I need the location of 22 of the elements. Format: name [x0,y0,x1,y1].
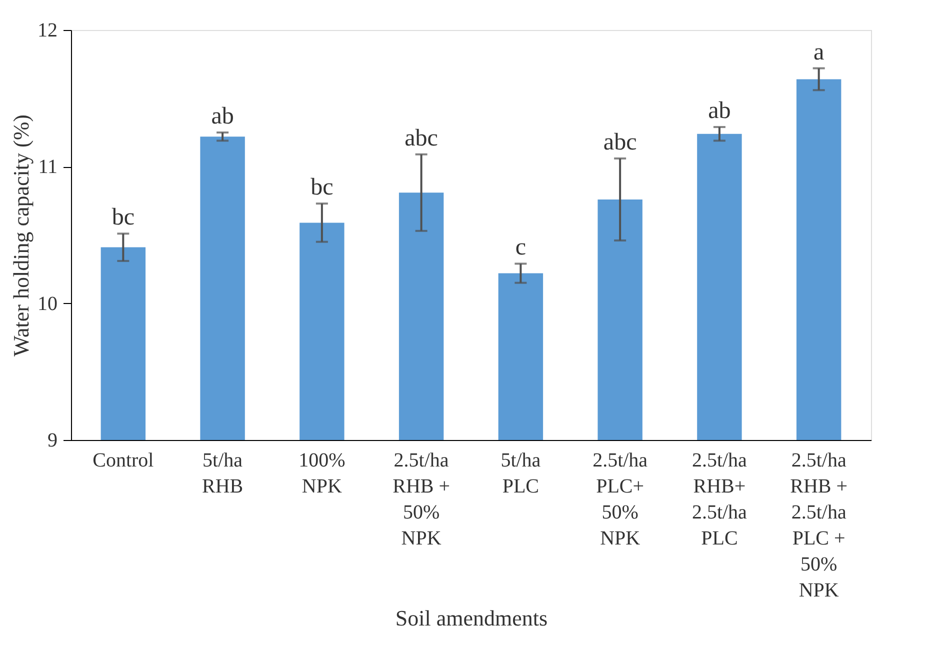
annotation: ab [708,98,731,124]
annotation: abc [603,129,637,156]
y-tick-label: 10 [38,292,58,315]
annotation: bc [310,174,334,201]
y-tick-label: 11 [38,156,58,178]
annotation: a [814,39,824,66]
annotation: bc [112,204,134,231]
x-tick-label: 2.5t/ha RHB+ 2.5t/ha PLC [692,450,748,550]
x-tick-label: 2.5t/ha RHB + 2.5t/ha PLC + 50% NPK [790,450,848,602]
annotation: c [515,234,526,261]
y-axis-title: Water holding capacity (%) [8,114,34,356]
x-tick-label: 2.5t/ha RHB + 50% NPK [392,450,450,550]
y-tick-label: 9 [48,430,58,452]
x-tick-label: 5t/ha PLC [500,450,541,498]
x-tick-label: 2.5t/ha PLC+ 50% NPK [592,450,648,550]
annotation: ab [211,104,234,130]
x-tick-label: 5t/ha RHB [202,450,244,498]
x-axis-title: Soil amendments [395,606,548,630]
y-tick-label: 12 [38,20,58,42]
x-tick-label: Control [92,450,154,472]
x-tick-label: 100% NPK [298,450,346,498]
annotation: abc [404,125,438,152]
